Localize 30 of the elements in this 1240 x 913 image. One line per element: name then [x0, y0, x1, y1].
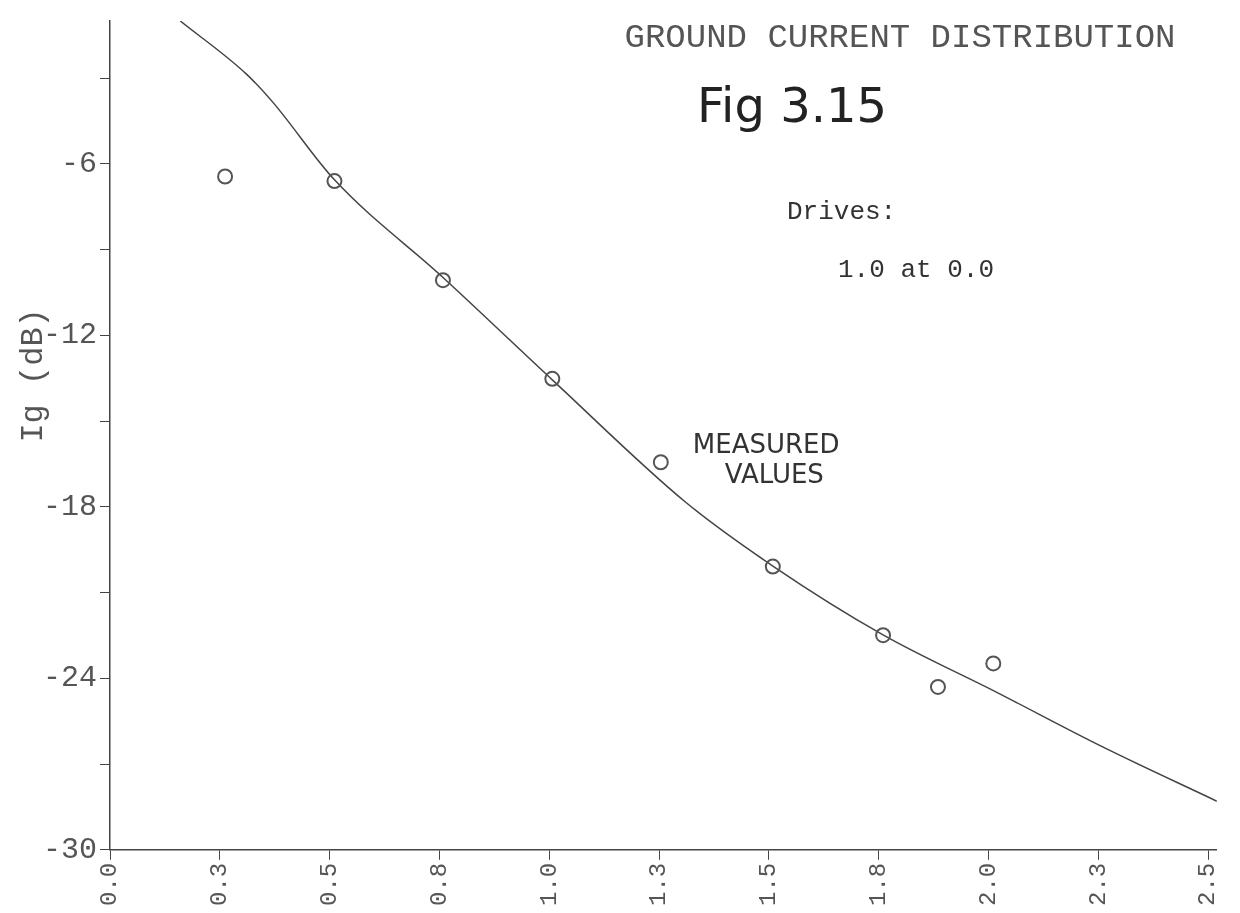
x-tick-label: 0.3	[206, 862, 234, 907]
x-tick-label: 1.8	[865, 862, 893, 907]
y-tick-label: -6	[60, 146, 98, 181]
chart-title: GROUND CURRENT DISTRIBUTION	[624, 19, 1176, 57]
x-tick-label: 2.3	[1084, 862, 1112, 907]
y-tick-label: -30	[42, 832, 98, 867]
point	[326, 173, 343, 190]
point	[985, 655, 1002, 672]
y-tick-label: -18	[42, 489, 98, 524]
x-tick-label: 1.0	[535, 862, 563, 907]
point	[652, 454, 669, 471]
annotation: MEASURED VALUES	[692, 429, 840, 490]
x-tick-label: 1.3	[645, 862, 673, 907]
line-series	[179, 21, 1217, 802]
x-tick-label: 1.5	[755, 862, 783, 907]
x-tick-label: 0.8	[425, 862, 453, 907]
point	[434, 272, 451, 289]
point	[875, 627, 892, 644]
x-tick-label: 0.5	[315, 862, 343, 907]
point	[217, 168, 234, 185]
x-tick-label: 2.5	[1194, 862, 1222, 907]
point	[544, 370, 561, 387]
annotation: Drives:	[787, 196, 897, 227]
annotation: 1.0 at 0.0	[838, 254, 995, 285]
point	[764, 558, 781, 575]
x-tick-label: 0.0	[96, 862, 124, 907]
y-tick-label: -24	[42, 661, 98, 696]
text: Fig 3.15	[697, 77, 888, 134]
x-tick-label: 2.0	[974, 862, 1002, 907]
point	[929, 678, 946, 695]
